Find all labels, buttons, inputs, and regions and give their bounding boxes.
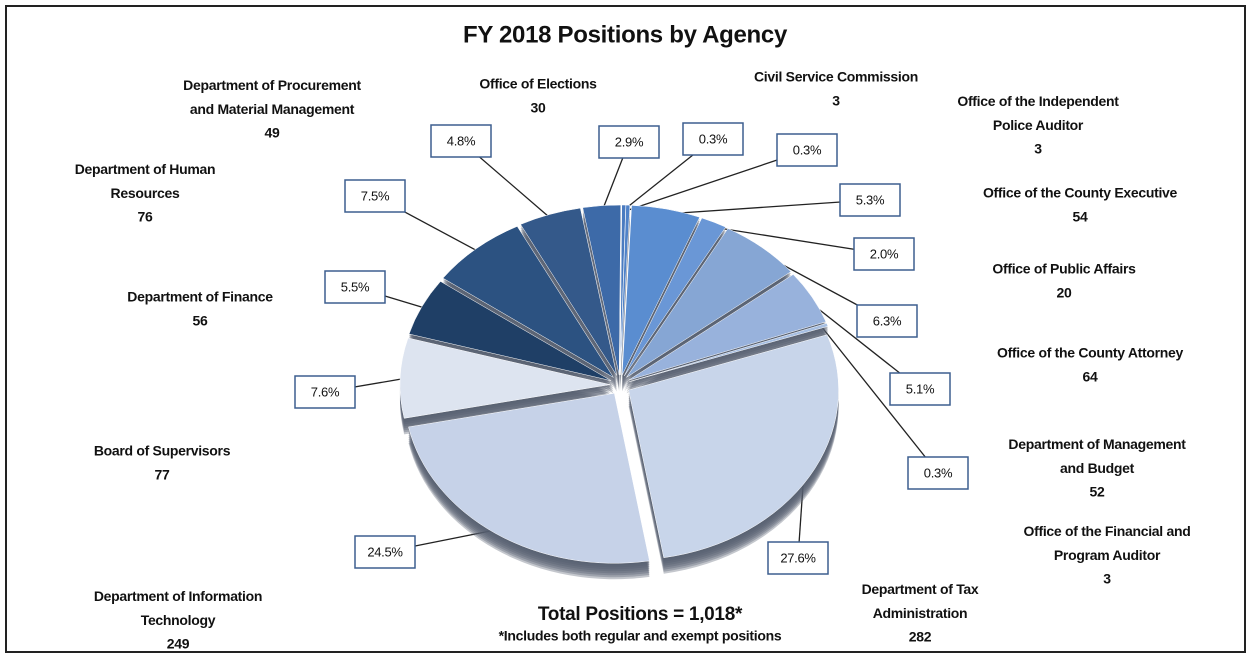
slice bbox=[624, 217, 727, 377]
slice bbox=[621, 205, 701, 376]
slice bbox=[620, 204, 631, 376]
slice bbox=[442, 226, 614, 378]
count-label: 30 bbox=[531, 100, 546, 116]
category-label: Civil Service Commission bbox=[754, 69, 918, 85]
count-label: 52 bbox=[1090, 484, 1105, 500]
count-label: 3 bbox=[1034, 141, 1042, 157]
category-label: Department of Management and Budget bbox=[1008, 436, 1186, 476]
label-box bbox=[294, 375, 356, 409]
label-box bbox=[839, 183, 901, 217]
category-label: Office of the Financial and Program Audit… bbox=[1024, 523, 1191, 563]
count-label: 3 bbox=[1103, 571, 1111, 587]
label-box bbox=[344, 179, 406, 213]
value-label: 6.3% bbox=[873, 313, 902, 328]
value-label: 7.5% bbox=[361, 188, 390, 203]
slice-side bbox=[620, 211, 630, 382]
label-box bbox=[767, 541, 829, 575]
category-label: Office of the County Attorney bbox=[997, 345, 1184, 361]
value-label: 2.9% bbox=[615, 134, 644, 149]
count-label: 56 bbox=[193, 313, 208, 329]
chart-title: FY 2018 Positions by Agency bbox=[463, 21, 788, 48]
frame bbox=[5, 5, 1246, 653]
slices bbox=[399, 204, 839, 564]
total: Total Positions = 1,018* bbox=[538, 604, 743, 625]
label-box bbox=[430, 124, 492, 158]
label-box bbox=[324, 270, 386, 304]
category-label: Office of Public Affairs bbox=[992, 261, 1136, 277]
value-label: 0.3% bbox=[699, 131, 728, 146]
label-box bbox=[907, 456, 969, 490]
count-label: 54 bbox=[1073, 209, 1088, 225]
category-label: Department of Information Technology bbox=[94, 588, 262, 628]
slice bbox=[629, 322, 829, 382]
label-box bbox=[354, 535, 416, 569]
label-box bbox=[682, 122, 744, 156]
slice bbox=[408, 392, 650, 564]
category-label: Office of the Independent Police Auditor bbox=[957, 93, 1119, 133]
count-label: 20 bbox=[1057, 285, 1072, 301]
slice-side bbox=[620, 215, 630, 386]
slice bbox=[399, 337, 611, 419]
count-label: 249 bbox=[167, 636, 190, 652]
value-label: 7.6% bbox=[311, 384, 340, 399]
slice bbox=[582, 204, 622, 376]
value-label: 2.0% bbox=[870, 246, 899, 261]
value-label: 24.5% bbox=[367, 544, 403, 559]
value-label: 5.1% bbox=[906, 381, 935, 396]
category-label: Office of the County Executive bbox=[983, 185, 1178, 201]
category-label: Department of Tax Administration bbox=[862, 581, 979, 621]
slice-side bbox=[620, 217, 630, 388]
value-label: 5.5% bbox=[341, 279, 370, 294]
label-box bbox=[598, 125, 660, 159]
value-label: 4.8% bbox=[447, 133, 476, 148]
slice-side bbox=[629, 327, 828, 386]
slice-side bbox=[620, 221, 630, 392]
slice-side bbox=[629, 331, 828, 390]
value-label: 27.6% bbox=[780, 550, 816, 565]
slice bbox=[628, 334, 839, 558]
slice-side bbox=[620, 219, 630, 390]
label-box bbox=[856, 304, 918, 338]
slice bbox=[626, 228, 792, 378]
count-label: 76 bbox=[138, 209, 153, 225]
category-label: Office of Elections bbox=[479, 76, 597, 92]
value-label: 0.3% bbox=[924, 465, 953, 480]
count-label: 77 bbox=[155, 467, 170, 483]
label-box bbox=[776, 133, 838, 167]
slice bbox=[520, 207, 618, 376]
leader-line bbox=[664, 199, 871, 215]
note: *Includes both regular and exempt positi… bbox=[499, 628, 782, 644]
count-label: 64 bbox=[1083, 369, 1098, 385]
value-label: 5.3% bbox=[856, 192, 885, 207]
category-label: Department of Finance bbox=[127, 289, 273, 305]
count-label: 282 bbox=[909, 629, 932, 645]
label-box bbox=[853, 237, 915, 271]
value-label: 0.3% bbox=[793, 142, 822, 157]
count-label: 49 bbox=[265, 125, 280, 141]
label-box bbox=[889, 372, 951, 406]
leader-line bbox=[820, 326, 939, 474]
slice-side bbox=[620, 213, 630, 384]
count-label: 3 bbox=[832, 93, 840, 109]
category-label: Board of Supervisors bbox=[94, 443, 231, 459]
slice-side bbox=[629, 329, 828, 388]
slice bbox=[628, 274, 827, 381]
category-label: Department of Procurement and Material Ma… bbox=[183, 77, 361, 117]
slice bbox=[408, 281, 612, 381]
category-label: Department of Human Resources bbox=[75, 161, 216, 201]
